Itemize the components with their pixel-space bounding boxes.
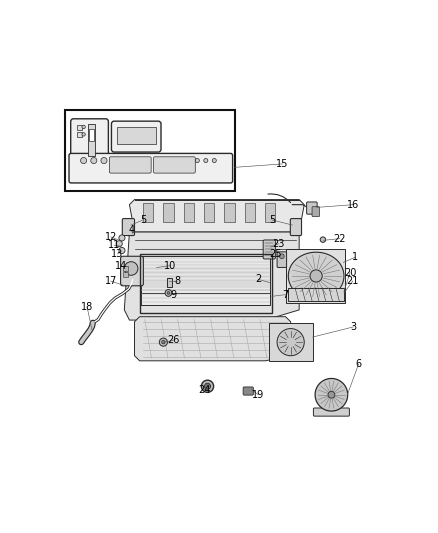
Circle shape [124,262,138,275]
Bar [77,132,81,138]
FancyBboxPatch shape [312,207,320,216]
Circle shape [159,338,167,346]
FancyBboxPatch shape [290,219,301,236]
Polygon shape [315,378,348,411]
Text: 26: 26 [167,335,180,345]
Text: 9: 9 [170,289,177,300]
Circle shape [320,237,325,243]
FancyBboxPatch shape [120,256,143,286]
Circle shape [201,380,214,392]
FancyBboxPatch shape [243,387,253,395]
Circle shape [162,341,165,344]
Text: 11: 11 [108,240,120,251]
Text: 21: 21 [346,276,359,286]
Text: 12: 12 [105,232,117,242]
Text: 24: 24 [198,385,210,394]
Text: 7: 7 [283,289,289,300]
Text: 19: 19 [252,390,265,400]
Circle shape [205,383,211,389]
Circle shape [91,157,97,164]
Bar [167,278,172,287]
Bar [268,324,313,361]
Bar [124,266,128,271]
Circle shape [212,158,216,163]
Polygon shape [124,232,299,320]
Bar [265,203,276,222]
Circle shape [310,270,322,282]
Circle shape [167,292,170,294]
FancyBboxPatch shape [314,408,350,416]
FancyBboxPatch shape [154,157,195,173]
Bar [224,203,235,222]
Text: 16: 16 [347,200,360,209]
Circle shape [82,125,85,128]
FancyBboxPatch shape [71,119,108,170]
Circle shape [101,157,107,164]
Text: 5: 5 [269,215,275,225]
Text: 22: 22 [334,233,346,244]
Bar [141,266,270,305]
Circle shape [279,254,284,259]
Circle shape [277,328,304,356]
Text: 8: 8 [174,276,180,286]
Text: 18: 18 [81,302,93,311]
FancyBboxPatch shape [69,154,233,183]
FancyBboxPatch shape [122,219,134,236]
FancyBboxPatch shape [277,252,286,268]
Text: 13: 13 [111,249,124,259]
FancyBboxPatch shape [307,202,317,214]
Circle shape [328,391,335,398]
Bar [117,127,155,144]
Bar [204,203,214,222]
Bar [141,256,270,293]
Text: 1: 1 [352,252,358,262]
Bar [65,110,235,191]
Circle shape [195,158,199,163]
Polygon shape [288,252,344,300]
Text: 6: 6 [356,359,362,369]
FancyBboxPatch shape [111,121,161,152]
Text: 14: 14 [115,261,127,271]
Bar [77,125,81,130]
Text: 5: 5 [140,215,146,225]
Bar [88,128,94,141]
FancyBboxPatch shape [110,157,151,173]
Circle shape [204,158,208,163]
Circle shape [119,235,125,241]
Circle shape [81,157,87,164]
Bar [88,124,95,156]
Text: 10: 10 [164,261,176,271]
Text: 17: 17 [105,276,117,286]
Bar [163,203,173,222]
Polygon shape [134,317,291,361]
Text: 25: 25 [269,249,282,259]
Circle shape [82,133,85,136]
Bar [124,272,128,277]
FancyBboxPatch shape [263,240,276,259]
Bar [288,288,344,301]
Text: 4: 4 [128,225,134,235]
Text: 23: 23 [272,239,285,249]
Bar [286,249,345,303]
Circle shape [165,289,172,296]
Text: 3: 3 [350,322,357,332]
Bar [143,203,153,222]
Circle shape [116,241,122,247]
Circle shape [119,247,125,254]
Polygon shape [130,199,304,232]
Text: 15: 15 [276,159,288,169]
Bar [245,203,255,222]
Text: 2: 2 [255,274,261,284]
Text: 20: 20 [344,268,356,278]
Bar [184,203,194,222]
Bar [140,254,272,313]
